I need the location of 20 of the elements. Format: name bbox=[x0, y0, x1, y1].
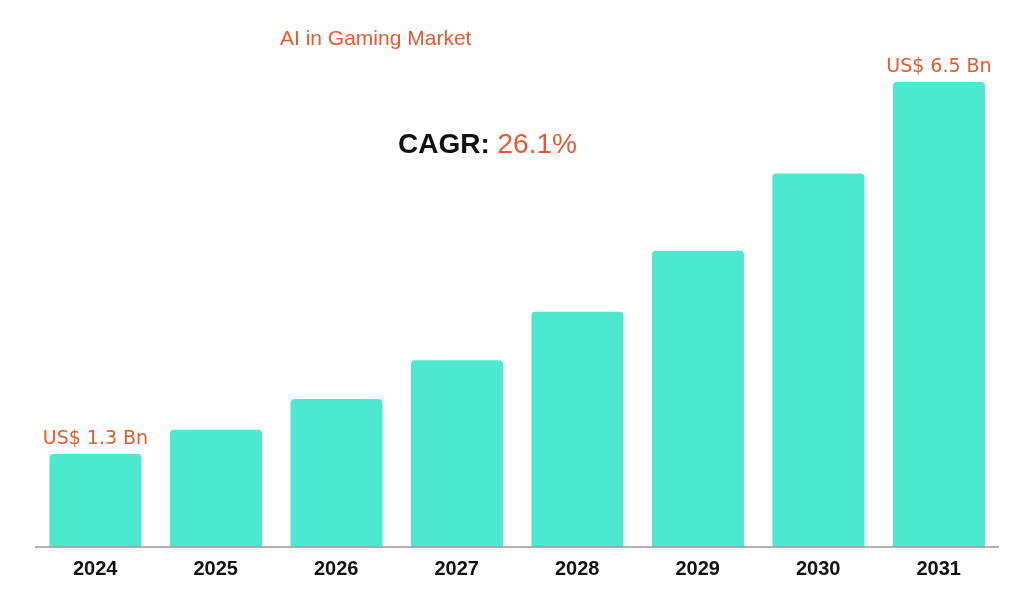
x-tick-label: 2027 bbox=[434, 557, 479, 580]
bar bbox=[531, 311, 624, 547]
bar bbox=[772, 173, 865, 547]
bar bbox=[892, 82, 985, 547]
x-tick-label: 2024 bbox=[73, 557, 119, 580]
bar bbox=[651, 250, 744, 547]
annotation: CAGR: 26.1% bbox=[398, 128, 577, 159]
x-tick-label: 2028 bbox=[555, 557, 600, 580]
x-tick-label: 2026 bbox=[314, 557, 359, 580]
data-label: US$ 6.5 Bn bbox=[886, 54, 992, 76]
x-tick-label: 2029 bbox=[675, 557, 720, 580]
data-label: US$ 1.3 Bn bbox=[42, 426, 149, 448]
x-tick-label: 2030 bbox=[796, 557, 841, 580]
chart-title: AI in Gaming Market bbox=[280, 26, 472, 50]
x-tick-label: 2031 bbox=[916, 557, 961, 580]
bar bbox=[49, 454, 142, 547]
x-tick-label: 2025 bbox=[193, 557, 238, 580]
bar bbox=[169, 429, 262, 547]
bar bbox=[290, 398, 383, 547]
bar bbox=[410, 360, 503, 547]
